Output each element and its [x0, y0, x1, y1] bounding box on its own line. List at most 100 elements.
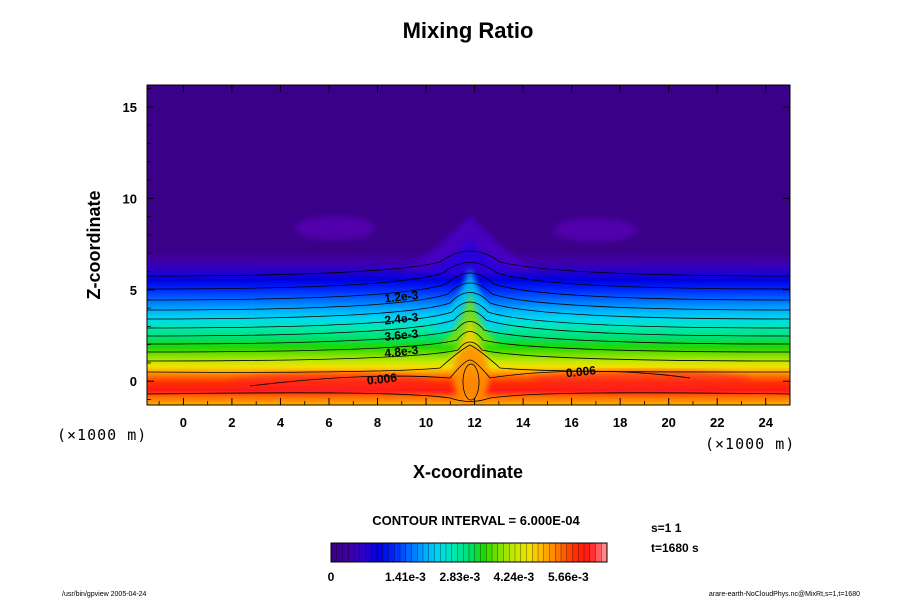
colorbar-segment — [399, 542, 407, 563]
contour-line — [462, 363, 480, 401]
colorbar-segment — [532, 542, 539, 563]
colorbar-segment — [434, 542, 441, 563]
contour-line — [147, 341, 790, 362]
colorbar-segment — [509, 542, 516, 563]
colorbar-segment — [589, 542, 596, 563]
x-axis: 0 2 4 6 8 10 12 14 16 18 20 22 24 — [158, 85, 791, 430]
colorbar-segment — [560, 542, 568, 563]
plot-area — [147, 85, 790, 405]
colorbar-segment — [405, 542, 412, 563]
contour-line — [147, 310, 790, 337]
y-tick-label: 10 — [123, 191, 137, 206]
contour-label: 0.006 — [366, 371, 398, 388]
colorbar-segment — [595, 542, 602, 563]
upper-right-blob — [553, 218, 637, 242]
colorbar-segment — [365, 542, 372, 563]
x-tick-label: 24 — [759, 415, 774, 430]
x-axis-label: X-coordinate — [413, 462, 523, 482]
colorbar-segment — [371, 542, 378, 563]
y-tick-label: 15 — [123, 100, 137, 115]
y-tick-label: 0 — [130, 374, 137, 389]
contour-label: 2.4e-3 — [384, 310, 420, 328]
colorbar-segment — [486, 542, 493, 563]
x-tick-label: 2 — [228, 415, 235, 430]
colorbar-segment — [555, 542, 562, 563]
colorbar-segment — [388, 542, 395, 563]
contour-line — [147, 331, 790, 353]
colorbar-segment — [417, 542, 424, 563]
contour-lines — [147, 250, 790, 402]
x-tick-label: 18 — [613, 415, 627, 430]
upper-left-blob — [295, 216, 375, 240]
x-tick-label: 8 — [374, 415, 381, 430]
x-tick-label: 14 — [516, 415, 531, 430]
y-axis-label: Z-coordinate — [84, 190, 104, 299]
x-tick-label: 10 — [419, 415, 433, 430]
contour-line — [147, 282, 790, 311]
contour-line — [147, 250, 790, 277]
x-unit-left: (×1000 m) — [57, 426, 147, 444]
colorbar-segment — [382, 542, 389, 563]
colorbar-tick-label: 4.24e-3 — [494, 570, 535, 584]
x-unit-right: (×1000 m) — [705, 435, 795, 453]
colorbar-frame — [330, 542, 608, 563]
colorbar-segment — [428, 542, 435, 563]
dome-inner — [425, 240, 515, 272]
contour-label: 0.006 — [565, 363, 597, 380]
x-tick-label: 0 — [180, 415, 187, 430]
colorbar-segment — [451, 542, 458, 563]
x-tick-label: 4 — [277, 415, 285, 430]
colorbar-segment — [583, 542, 591, 563]
colorbar-segment — [468, 542, 476, 563]
colorbar-segment — [445, 542, 453, 563]
contour-interval-label: CONTOUR INTERVAL = 6.000E-04 — [372, 513, 580, 528]
colorbar-segment — [359, 542, 366, 563]
colorbar-segment — [440, 542, 447, 563]
colorbar-segment — [457, 542, 464, 563]
x-tick-label: 12 — [467, 415, 481, 430]
colorbar-segment — [601, 542, 608, 563]
right-red-core — [530, 370, 750, 390]
x-tick-label: 16 — [564, 415, 578, 430]
t-value: t=1680 s — [651, 541, 699, 555]
contour-line — [147, 272, 790, 301]
contour-label: 3.6e-3 — [384, 326, 420, 344]
plot-frame — [146, 84, 791, 406]
contour-labels: 1.2e-3 2.4e-33.6e-34.8e-3 0.006 0.006 — [366, 288, 597, 388]
footer-right: arare-earth-NoCloudPhys.nc@MixRt,s=1,t=1… — [709, 591, 860, 598]
colorbar-segment — [526, 542, 533, 563]
colorbar-segment — [566, 542, 573, 563]
contour-line — [147, 321, 790, 345]
s-value: s=1 1 — [651, 521, 682, 535]
colorbar-segment — [520, 542, 527, 563]
plume-orange-core — [453, 347, 489, 405]
colorbar-segment — [572, 542, 579, 563]
colorbar — [330, 542, 608, 563]
footer-left: /usr/bin/gpview 2005-04-24 — [62, 591, 147, 598]
colorbar-labels: 0 1.41e-3 2.83e-3 4.24e-3 5.66e-3 — [328, 570, 589, 584]
colorbar-tick-label: 0 — [328, 570, 335, 584]
y-tick-label: 5 — [130, 283, 137, 298]
colorbar-tick-label: 5.66e-3 — [548, 570, 589, 584]
colorbar-segment — [543, 542, 550, 563]
colorbar-segment — [463, 542, 470, 563]
colorbar-segment — [514, 542, 522, 563]
colorbar-segment — [497, 542, 504, 563]
colorbar-segment — [348, 542, 355, 563]
colorbar-segment — [353, 542, 361, 563]
contour-line — [147, 392, 790, 402]
x-tick-label: 20 — [661, 415, 675, 430]
colorbar-segment — [422, 542, 430, 563]
left-red-core — [230, 372, 430, 392]
colorbar-tick-label: 2.83e-3 — [439, 570, 480, 584]
colorbar-segment — [491, 542, 499, 563]
colorbar-tick-label: 1.41e-3 — [385, 570, 426, 584]
contour-line — [147, 292, 790, 320]
colorbar-segment — [330, 542, 338, 563]
contour-line — [147, 262, 790, 290]
colorbar-segment — [503, 542, 510, 563]
contour-label: 4.8e-3 — [384, 343, 420, 361]
x-tick-label: 22 — [710, 415, 724, 430]
contour-line — [147, 301, 790, 329]
